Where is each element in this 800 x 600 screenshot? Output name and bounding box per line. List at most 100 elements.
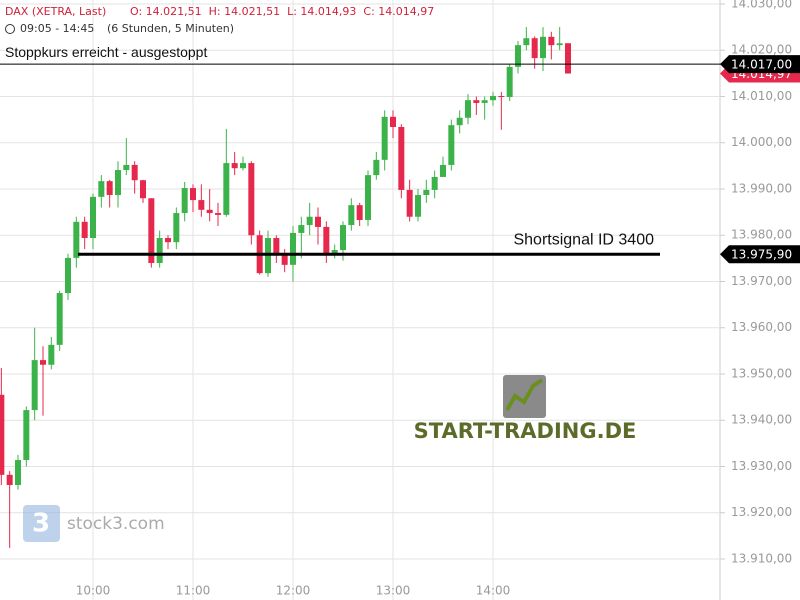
candle-body: [381, 116, 388, 160]
y-tick-label: 13.930,00: [731, 459, 792, 473]
candle-body: [298, 225, 305, 233]
candle-body: [98, 181, 105, 197]
candle-body: [73, 221, 80, 258]
candle-body: [281, 255, 288, 265]
candle-body: [223, 163, 230, 215]
candle-body: [448, 125, 455, 165]
candle-body: [23, 410, 30, 461]
candle-body: [231, 163, 238, 169]
watermark-start-trading: START-TRADING.DE: [414, 375, 637, 443]
level-tag: [720, 55, 800, 74]
y-tick-label: 13.950,00: [731, 366, 792, 380]
header-ohlc: O: 14.021,51 H: 14.021,51 L: 14.014,93 C…: [130, 5, 434, 18]
candle-body: [173, 213, 180, 243]
candle-body: [406, 189, 413, 217]
candle-body: [0, 394, 5, 475]
candle-body: [90, 196, 96, 239]
candle-body: [415, 194, 421, 217]
candle-body: [56, 293, 63, 345]
y-tick-label: 13.940,00: [731, 413, 792, 427]
watermark-text: stock3.com: [67, 514, 165, 534]
y-tick-label: 13.960,00: [731, 320, 792, 334]
candle-body: [498, 96, 505, 98]
candle-body: [181, 188, 188, 214]
y-tick-label: 14.030,00: [731, 0, 792, 10]
candle-body: [356, 205, 363, 220]
candle-body: [473, 100, 480, 103]
candle-body: [373, 159, 380, 176]
y-tick-label: 13.990,00: [731, 181, 792, 195]
candle-body: [115, 170, 121, 195]
candle-body: [490, 96, 496, 101]
candle-body: [273, 238, 280, 256]
candle-body: [506, 66, 513, 97]
level-label: Shortsignal ID 3400: [513, 231, 654, 248]
candle-body: [331, 250, 338, 256]
candle-body: [215, 213, 221, 215]
candle-body: [556, 43, 563, 46]
candle-body: [248, 163, 255, 236]
candle-body: [523, 38, 530, 46]
candle-body: [440, 164, 446, 177]
stock3-logo-glyph: 3: [32, 509, 50, 539]
grid: [0, 0, 725, 600]
x-tick-label: 14:00: [476, 584, 511, 598]
header-duration: (6 Stunden, 5 Minuten): [107, 22, 234, 35]
candle-body: [156, 238, 163, 263]
candle-body: [190, 188, 196, 201]
candle-body: [423, 189, 430, 195]
level-tag: [720, 245, 800, 264]
y-tick-label: 13.910,00: [731, 552, 792, 566]
candle-body: [565, 43, 571, 74]
candle-body: [390, 116, 396, 128]
candle-body: [481, 100, 488, 103]
candle-body: [131, 164, 138, 181]
header-range: 09:05 - 14:45: [20, 22, 94, 35]
watermark-text: START-TRADING.DE: [414, 419, 637, 443]
candle-body: [148, 198, 155, 263]
level-value-label: 14.017,00: [731, 58, 792, 72]
x-tick-label: 11:00: [176, 584, 211, 598]
candle-body: [198, 200, 205, 210]
candles: [0, 27, 571, 548]
candle-body: [465, 100, 471, 118]
y-tick-label: 14.010,00: [731, 89, 792, 103]
candle-body: [431, 176, 438, 190]
candle-body: [540, 36, 546, 59]
candle-body: [365, 175, 371, 220]
candle-body: [456, 117, 463, 126]
candle-body: [290, 232, 296, 265]
header-symbol: DAX (XETRA, Last): [5, 5, 106, 18]
x-tick-label: 13:00: [376, 584, 411, 598]
candle-body: [6, 474, 13, 485]
y-tick-label: 14.000,00: [731, 135, 792, 149]
overlay: Stoppkurs erreicht - ausgestoppt Shortsig…: [0, 44, 800, 264]
y-tick-label: 13.970,00: [731, 274, 792, 288]
level-label: Stoppkurs erreicht - ausgestoppt: [5, 44, 207, 60]
clock-icon: [5, 24, 15, 34]
y-tick-label: 13.920,00: [731, 505, 792, 519]
candle-body: [323, 226, 330, 256]
candle-body: [40, 360, 46, 365]
candle-body: [106, 181, 113, 195]
candle-body: [31, 360, 38, 411]
candle-body: [206, 209, 213, 214]
candle-body: [515, 45, 521, 67]
candle-body: [15, 460, 21, 485]
x-tick-label: 12:00: [276, 584, 311, 598]
candle-body: [306, 216, 313, 226]
candle-body: [340, 225, 346, 251]
y-tick-label: 13.980,00: [731, 228, 792, 242]
y-tick-label: 14.020,00: [731, 43, 792, 57]
candle-body: [123, 164, 130, 171]
candle-body: [48, 344, 55, 365]
watermark-stock3: 3 stock3.com: [23, 505, 165, 542]
candle-body: [398, 127, 405, 190]
stock3-logo: [23, 505, 60, 542]
candle-body: [548, 36, 555, 46]
candle-body: [81, 221, 88, 239]
x-tick-label: 10:00: [76, 584, 111, 598]
candle-body: [65, 257, 71, 294]
